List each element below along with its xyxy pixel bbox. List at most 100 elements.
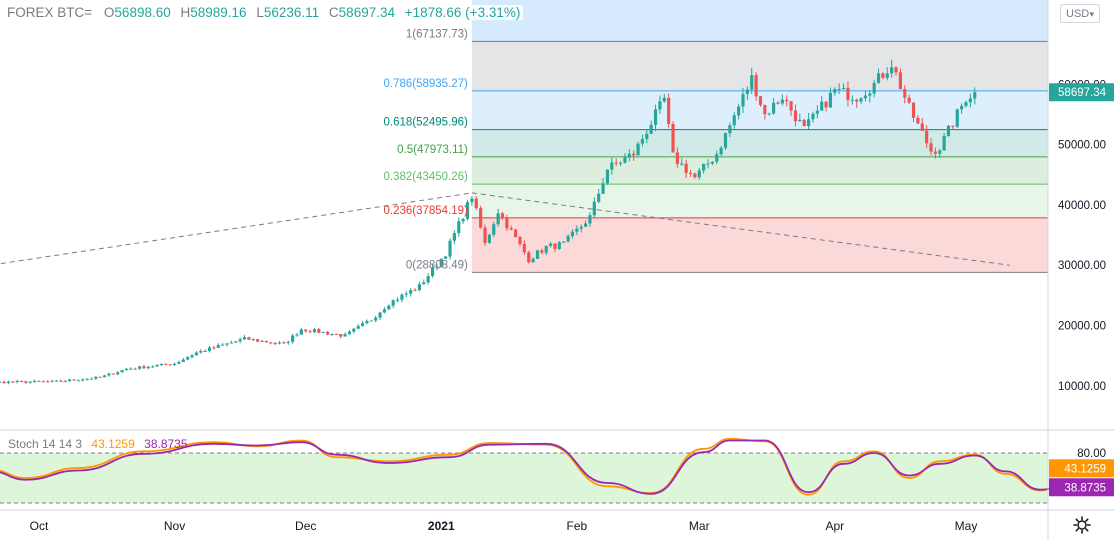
candle-body [6,381,10,384]
stochastic-k-badge [1049,459,1114,478]
price-tick-label: 40000.00 [1058,200,1106,212]
candle-body [435,266,439,268]
candle-body [356,326,360,329]
candle-body [137,366,142,369]
candle-body [277,342,282,344]
fib-level-label: 0.382(43450.26) [383,171,468,183]
candle-body [129,368,133,370]
candle-body [260,340,264,342]
candle-body [968,98,972,103]
candle-body [758,96,763,105]
candle-body [199,351,203,353]
price-tick-label: 20000.00 [1058,321,1106,333]
candle-body [2,381,6,384]
candle-body [120,370,124,373]
trend-line[interactable] [0,192,472,274]
candle-body [680,163,684,165]
stochastic-pane [0,429,1114,504]
candle-body [417,284,422,291]
candle-body [811,113,815,120]
candle-body [422,282,426,285]
candle-body [820,101,824,111]
candle-body [890,67,894,74]
candle-body [955,109,959,127]
candle-body [321,331,325,333]
candle-body [964,102,968,106]
candle-body [448,240,452,257]
fib-level-label: 0.5(47973.11) [397,144,468,156]
fib-zone-5 [471,217,1049,273]
stochastic-k-value: 43.1259 [91,437,135,451]
candle-body [404,293,408,295]
candle-body [177,361,181,364]
candle-body [68,379,72,382]
candle-body [772,102,776,114]
price-tick-label: 50000.00 [1058,140,1106,152]
last-price-badge-text: 58697.34 [1058,87,1107,99]
candle-body [728,125,732,134]
candle-body [737,106,741,116]
trend-line[interactable] [471,192,1010,266]
candle-body [382,309,387,313]
candle-body [881,73,885,78]
candle-body [111,373,115,375]
candle-body [789,101,793,111]
trend-lines[interactable] [0,192,1010,274]
stochastic-d-badge [1049,478,1114,497]
candle-body [662,97,666,102]
candle-body [636,143,640,156]
fibonacci-retracement[interactable] [471,0,1049,273]
candle-body [146,366,150,369]
candle-body [400,294,404,300]
candle-body [841,87,846,89]
candle-body [575,228,579,232]
candle-body [439,258,443,267]
candle-body [614,162,618,164]
time-tick-label: Mar [689,519,710,533]
open-value: 56898.60 [114,5,171,20]
candle-body [41,381,45,383]
candle-body [710,161,714,164]
stochastic-d-value: 38.8735 [144,437,188,451]
candle-body [688,172,693,174]
candle-body [216,345,220,348]
symbol-label[interactable]: FOREX BTC= [7,5,93,20]
candle-body [509,228,513,230]
candle-body [116,372,120,375]
candle-body [592,201,596,216]
candle-body [697,170,701,178]
candle-body [597,193,601,202]
candle-body [369,320,373,322]
currency-button[interactable]: USD ▾ [1060,4,1100,23]
fibonacci-labels: 1(67137.73) 0.786(58935.27) 0.618(52495.96… [383,28,468,271]
candle-body [754,75,758,97]
candle-body [33,380,37,382]
stochastic-legend[interactable]: Stoch 14 14 3 43.1259 38.8735 [8,437,188,451]
candle-body [671,123,675,153]
candle-body [514,229,518,238]
candle-body [155,365,159,367]
candle-body [702,163,706,171]
candle-body [527,252,531,263]
stochastic-name: Stoch 14 14 3 [8,437,83,451]
candle-body [465,202,470,219]
candle-body [876,73,881,84]
fib-zone-above [471,0,1049,42]
candle-body [76,380,80,382]
candle-body [194,352,199,356]
candle-body [409,290,413,294]
fib-level-label: 1(67137.73) [406,28,468,40]
candle-body [500,213,505,218]
candle-body [535,250,540,259]
gear-icon[interactable] [1072,515,1092,535]
candle-body [133,368,137,370]
candle-body [207,347,212,352]
candle-body [15,380,19,383]
candle-body [938,150,942,154]
open-label: O [103,5,115,20]
stochastic-k-badge-text: 43.1259 [1064,463,1106,475]
candle-body [28,381,32,383]
candle-body [107,373,111,376]
